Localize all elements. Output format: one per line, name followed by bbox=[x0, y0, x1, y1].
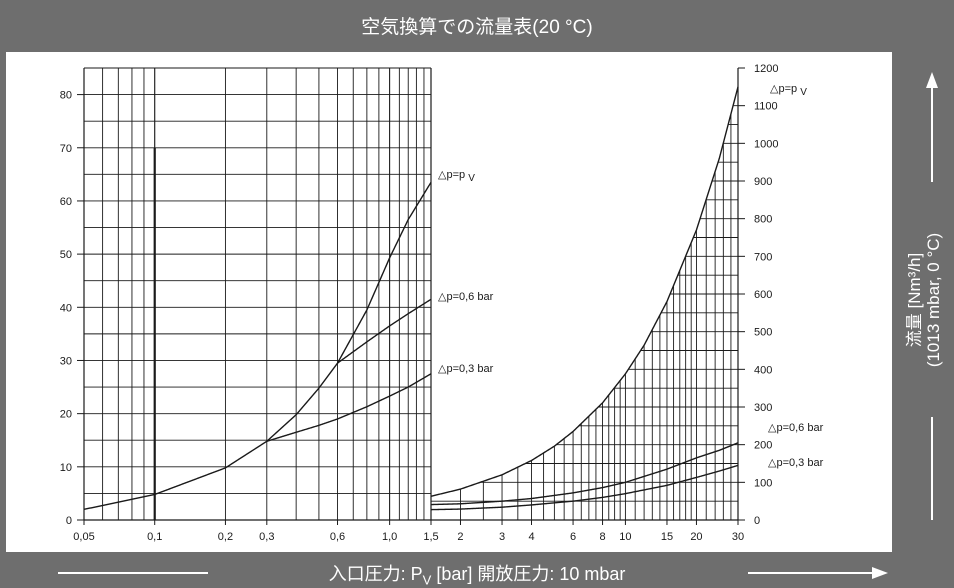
y-tick-label-left: 40 bbox=[60, 302, 72, 314]
y-axis-bar: 流量 [Nm³/h] (1013 mbar, 0 °C) bbox=[894, 52, 954, 552]
y-axis-arrow-up-icon bbox=[926, 72, 938, 88]
x-tick-label: 2 bbox=[457, 531, 463, 543]
y-tick-label-left: 80 bbox=[60, 90, 72, 102]
x-tick-label: 30 bbox=[732, 531, 744, 543]
x-axis-right-line bbox=[748, 572, 878, 574]
y-tick-label-right: 1200 bbox=[754, 63, 778, 75]
y-tick-label-right: 500 bbox=[754, 327, 772, 339]
y-tick-label-right: 600 bbox=[754, 289, 772, 301]
y-tick-label-left: 30 bbox=[60, 355, 72, 367]
x-axis-bar: 入口圧力: PV [bar] 開放圧力: 10 mbar bbox=[0, 556, 954, 588]
y-tick-label-left: 0 bbox=[66, 515, 72, 527]
chart-svg: 0,05 0,1 0,2 0,3 0,6 1,0 1,5 2 3 4 6 8 10 15 20 3001020… bbox=[60, 63, 824, 543]
y-tick-label-right: 300 bbox=[754, 402, 772, 414]
left-curve-1 bbox=[337, 298, 432, 364]
y-axis-label-line2: (1013 mbar, 0 °C) bbox=[924, 232, 943, 368]
chart-title: 空気換算での流量表(20 °C) bbox=[361, 16, 593, 38]
x-tick-label: 20 bbox=[690, 531, 702, 543]
right-curve-1 bbox=[430, 442, 739, 506]
right-series-label-03: △p=0,3 bar bbox=[768, 457, 824, 469]
y-tick-label-right: 800 bbox=[754, 214, 772, 226]
x-tick-label: 8 bbox=[599, 531, 605, 543]
x-axis-label: 入口圧力: PV [bar] 開放圧力: 10 mbar bbox=[328, 564, 626, 588]
y-axis-label: 流量 [Nm³/h] (1013 mbar, 0 °C) bbox=[905, 233, 943, 367]
y-tick-label-left: 50 bbox=[60, 249, 72, 261]
left-series-label-03: △p=0,3 bar bbox=[438, 363, 494, 375]
x-tick-label: 1,5 bbox=[423, 531, 438, 543]
y-tick-label-left: 70 bbox=[60, 143, 72, 155]
x-tick-label: 0,6 bbox=[330, 531, 345, 543]
x-tick-label: 6 bbox=[570, 531, 576, 543]
right-curve-0 bbox=[430, 86, 739, 497]
y-tick-label-right: 200 bbox=[754, 440, 772, 452]
left-series-label-06: △p=0,6 bar bbox=[438, 291, 494, 303]
x-tick-label: 0,3 bbox=[259, 531, 274, 543]
left-curve-2 bbox=[266, 373, 432, 442]
left-series-label-pv: △p=p V bbox=[438, 169, 475, 184]
x-tick-label: 3 bbox=[499, 531, 505, 543]
x-tick-label: 15 bbox=[661, 531, 673, 543]
x-tick-label: 0,2 bbox=[218, 531, 233, 543]
plot-panel: 0,05 0,1 0,2 0,3 0,6 1,0 1,5 2 3 4 6 8 10 15 20 30 0 10 20… bbox=[6, 52, 892, 552]
y-tick-label-right: 1100 bbox=[754, 101, 778, 113]
x-tick-label: 0,1 bbox=[147, 531, 162, 543]
x-tick-label: 10 bbox=[619, 531, 631, 543]
y-tick-label-right: 900 bbox=[754, 176, 772, 188]
right-series-label-06: △p=0,6 bar bbox=[768, 422, 824, 434]
y-tick-label-right: 100 bbox=[754, 477, 772, 489]
x-tick-label: 4 bbox=[528, 531, 534, 543]
x-axis-arrow-right-icon bbox=[872, 567, 888, 579]
y-tick-label-right: 1000 bbox=[754, 138, 778, 150]
y-tick-label-left: 60 bbox=[60, 196, 72, 208]
y-tick-label-left: 20 bbox=[60, 409, 72, 421]
x-tick-label: 0,05 bbox=[73, 531, 94, 543]
y-tick-label-right: 0 bbox=[754, 515, 760, 527]
x-tick-label: 1,0 bbox=[382, 531, 397, 543]
right-curve-2 bbox=[430, 464, 739, 511]
x-axis-left-line bbox=[58, 572, 208, 574]
right-series-label-pv: △p=p V bbox=[770, 83, 807, 98]
left-curve-0 bbox=[83, 181, 432, 511]
y-axis-label-line1: 流量 [Nm³/h] bbox=[905, 252, 924, 348]
y-tick-label-left: 10 bbox=[60, 462, 72, 474]
y-tick-label-right: 400 bbox=[754, 364, 772, 376]
y-tick-label-right: 700 bbox=[754, 251, 772, 263]
